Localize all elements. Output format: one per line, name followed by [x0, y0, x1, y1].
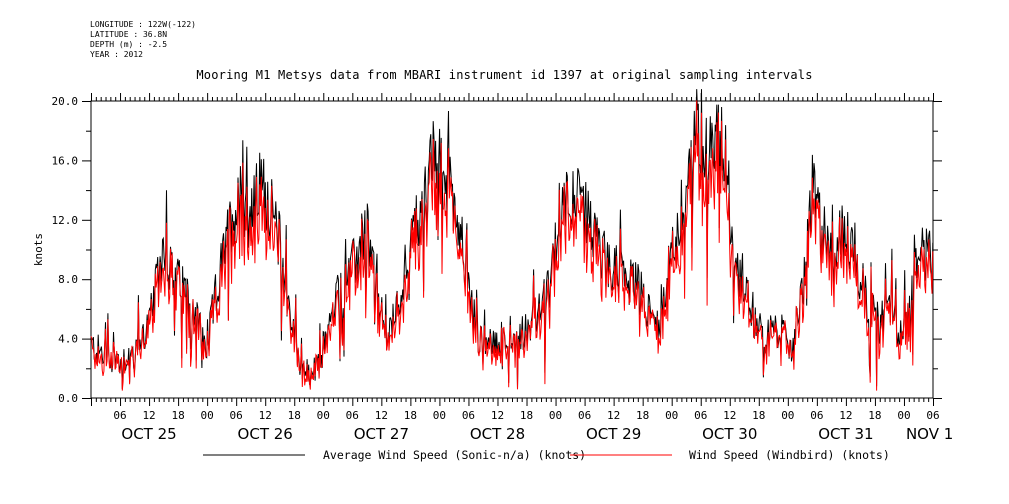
- y-axis-label: knots: [32, 233, 45, 266]
- y-tick-label: 12.0: [52, 214, 79, 227]
- hour-tick-label: 18: [404, 409, 417, 422]
- hour-tick-label: 06: [810, 409, 823, 422]
- day-label: OCT 25: [121, 425, 176, 443]
- series-windbird-wind-speed-line: [90, 100, 934, 391]
- x-axis-ticks: [91, 93, 934, 406]
- y-tick-label: 4.0: [58, 333, 78, 346]
- hour-tick-label: 06: [462, 409, 475, 422]
- hour-tick-label: 06: [578, 409, 591, 422]
- hour-tick-label: 18: [171, 409, 184, 422]
- hour-tick-label: 18: [520, 409, 533, 422]
- hour-tick-labels: 06 12 18 00 06 12 18 00 06 12 18 00 06 12 18 00 06 12 18 00…: [113, 409, 939, 422]
- hour-tick-label: 18: [636, 409, 649, 422]
- day-label: NOV 1: [906, 425, 953, 443]
- year-text: YEAR : 2012: [90, 50, 143, 59]
- hour-tick-label: 00: [781, 409, 794, 422]
- latitude-text: LATITUDE : 36.8N: [90, 30, 168, 39]
- legend-label-windbird: Wind Speed (Windbird) (knots): [689, 448, 890, 462]
- hour-tick-label: 12: [723, 409, 736, 422]
- day-label: OCT 26: [238, 425, 293, 443]
- y-tick-label: 16.0: [52, 154, 79, 167]
- y-axis-ticks: [82, 101, 942, 399]
- longitude-text: LONGITUDE : 122W(-122): [90, 20, 196, 29]
- hour-tick-label: 12: [375, 409, 388, 422]
- hour-tick-label: 18: [288, 409, 301, 422]
- hour-tick-label: 12: [259, 409, 272, 422]
- hour-tick-label: 12: [491, 409, 504, 422]
- hour-tick-label: 00: [665, 409, 678, 422]
- y-tick-label: 8.0: [58, 273, 78, 286]
- hour-tick-label: 06: [230, 409, 243, 422]
- hour-tick-label: 00: [201, 409, 214, 422]
- hour-tick-label: 06: [926, 409, 939, 422]
- series-average-wind-speed-line: [90, 89, 934, 390]
- hour-tick-label: 00: [897, 409, 910, 422]
- hour-tick-label: 00: [433, 409, 446, 422]
- depth-text: DEPTH (m) : -2.5: [90, 40, 168, 49]
- hour-tick-label: 00: [549, 409, 562, 422]
- hour-tick-label: 12: [142, 409, 155, 422]
- y-tick-label: 0.0: [58, 392, 78, 405]
- hour-tick-label: 12: [607, 409, 620, 422]
- day-label: OCT 28: [470, 425, 525, 443]
- y-tick-label: 20.0: [52, 95, 79, 108]
- hour-tick-label: 06: [694, 409, 707, 422]
- day-label: OCT 30: [702, 425, 757, 443]
- hour-tick-label: 06: [113, 409, 126, 422]
- hour-tick-label: 06: [346, 409, 359, 422]
- hour-tick-label: 18: [752, 409, 765, 422]
- hour-tick-label: 18: [868, 409, 881, 422]
- day-label: OCT 27: [354, 425, 409, 443]
- metadata-block: LONGITUDE : 122W(-122) LATITUDE : 36.8N …: [90, 20, 196, 60]
- hour-tick-label: 00: [317, 409, 330, 422]
- chart-title: Mooring M1 Metsys data from MBARI instru…: [196, 68, 813, 82]
- hour-tick-label: 12: [839, 409, 852, 422]
- plot-frame: [90, 100, 934, 399]
- legend-label-average: Average Wind Speed (Sonic-n/a) (knots): [323, 448, 586, 462]
- day-label: OCT 31: [818, 425, 873, 443]
- day-label: OCT 29: [586, 425, 641, 443]
